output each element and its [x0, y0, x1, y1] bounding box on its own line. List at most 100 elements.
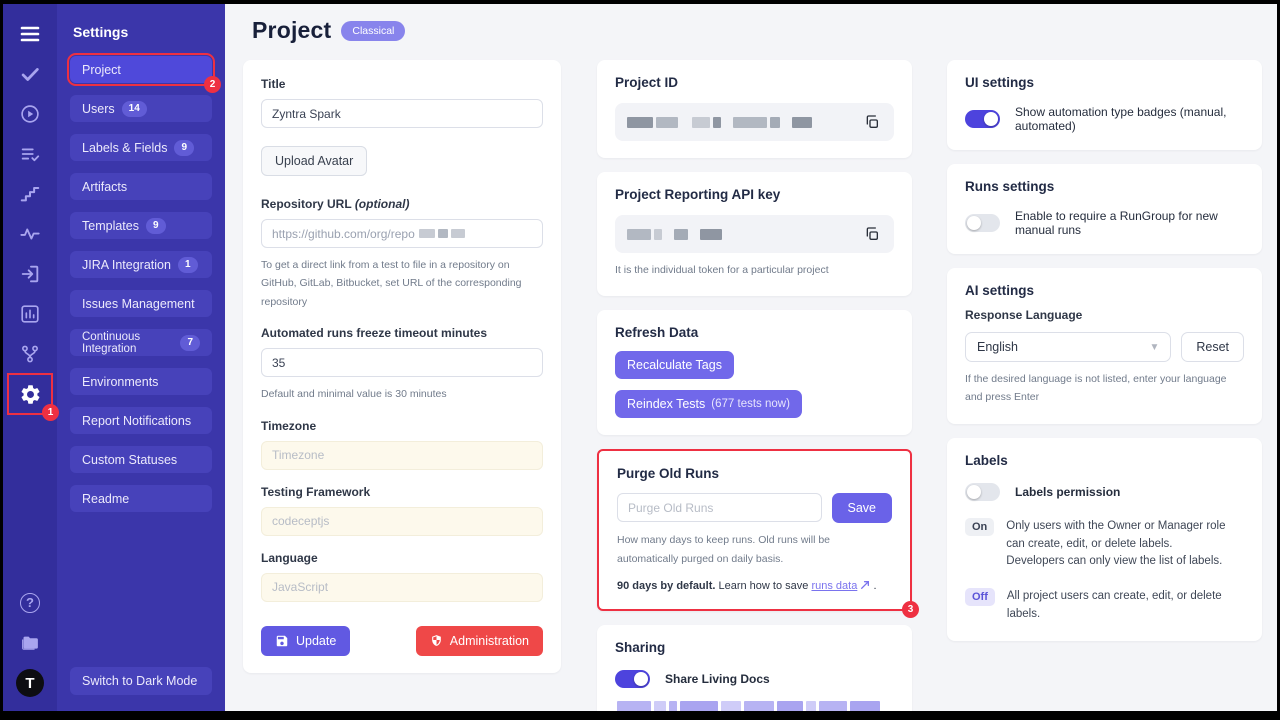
logo-letter: T — [16, 669, 44, 697]
copy-icon[interactable] — [862, 112, 882, 132]
repository-url-label: Repository URL (optional) — [261, 197, 410, 211]
sidebar-item-label: Report Notifications — [82, 413, 192, 428]
update-button[interactable]: Update — [261, 625, 351, 656]
project-id-field — [615, 103, 894, 141]
sidebar-item-label: Environments — [82, 374, 159, 389]
sidebar-item-count: 9 — [174, 139, 195, 156]
refresh-data-title: Refresh Data — [615, 325, 699, 341]
milestones-steps-icon[interactable] — [8, 174, 52, 214]
sidebar-item-report-notifications[interactable]: Report Notifications — [70, 407, 212, 434]
sidebar-item-count: 9 — [145, 217, 166, 234]
sidebar-item-label: Project — [82, 62, 121, 77]
rungroup-label: Enable to require a RunGroup for new man… — [1015, 209, 1218, 237]
freeze-timeout-help: Default and minimal value is 30 minutes — [261, 388, 447, 401]
analytics-chart-icon[interactable] — [8, 294, 52, 334]
labels-off-text: All project users can create, edit, or d… — [1006, 590, 1222, 620]
form-actions: Update Administration — [261, 625, 543, 656]
api-key-card: Project Reporting API key It is the indi… — [597, 172, 912, 297]
plans-checklist-icon[interactable] — [8, 134, 52, 174]
projects-folder-icon[interactable] — [8, 623, 52, 663]
redacted-text — [418, 229, 465, 238]
tests-check-icon[interactable] — [8, 54, 52, 94]
help-icon[interactable]: ? — [8, 583, 52, 623]
on-badge: On — [965, 517, 995, 536]
labels-title: Labels — [965, 452, 1008, 468]
annotation-badge-1: 1 — [42, 404, 59, 421]
automation-badges-row: Show automation type badges (manual, aut… — [965, 105, 1244, 133]
purge-save-button[interactable]: Save — [831, 493, 892, 524]
sidebar-item-project[interactable]: Project 2 — [67, 53, 221, 93]
recalculate-tags-button[interactable]: Recalculate Tags — [615, 351, 734, 380]
sidebar-item-artifacts[interactable]: Artifacts — [70, 173, 212, 200]
column-project-keys: Project ID Project Reporting API key — [597, 60, 919, 711]
switch-dark-mode-button[interactable]: Switch to Dark Mode — [70, 667, 212, 695]
project-id-card: Project ID — [597, 60, 912, 158]
sidebar-item-count: 1 — [177, 256, 198, 273]
external-link-icon — [861, 581, 870, 590]
testing-framework-input[interactable] — [261, 506, 543, 536]
response-language-label: Response Language — [965, 308, 1083, 322]
administration-button[interactable]: Administration — [415, 625, 543, 656]
title-input[interactable] — [261, 99, 543, 128]
share-living-docs-row: Share Living Docs — [615, 670, 894, 689]
hamburger-menu-icon[interactable] — [8, 14, 52, 54]
project-id-title: Project ID — [615, 75, 679, 90]
runs-data-link[interactable]: runs data — [811, 580, 858, 593]
settings-gear-icon[interactable]: 1 — [7, 373, 59, 421]
runs-play-circle-icon[interactable] — [8, 94, 52, 134]
branches-git-icon[interactable] — [8, 334, 52, 374]
upload-avatar-button[interactable]: Upload Avatar — [261, 146, 368, 176]
rungroup-row: Enable to require a RunGroup for new man… — [965, 209, 1244, 237]
annotation-badge-2: 2 — [204, 76, 221, 93]
response-language-select[interactable]: English ▼ — [965, 332, 1172, 362]
language-input[interactable] — [261, 572, 543, 602]
sidebar-title: Settings — [73, 24, 129, 40]
sidebar-item-continuous-integration[interactable]: Continuous Integration 7 — [70, 329, 212, 356]
sidebar-item-environments[interactable]: Environments — [70, 368, 212, 395]
share-living-docs-toggle[interactable] — [615, 670, 650, 689]
automation-badges-toggle[interactable] — [965, 110, 1000, 128]
column-project-form: Title Upload Avatar Repository URL (opti… — [243, 60, 561, 673]
sidebar-item-jira-integration[interactable]: JIRA Integration 1 — [70, 251, 212, 278]
share-living-docs-label: Share Living Docs — [665, 672, 770, 687]
purge-input-row: Save — [617, 493, 892, 524]
project-form-card: Title Upload Avatar Repository URL (opti… — [243, 60, 561, 673]
annotation-badge-3: 3 — [902, 601, 919, 619]
classical-badge: Classical — [341, 20, 406, 41]
freeze-timeout-label: Automated runs freeze timeout minutes — [261, 326, 488, 341]
labels-on-text: Only users with the Owner or Manager rol… — [1006, 519, 1226, 568]
sidebar-item-readme[interactable]: Readme — [70, 485, 212, 512]
purge-days-input[interactable] — [617, 493, 822, 523]
sidebar-item-custom-statuses[interactable]: Custom Statuses — [70, 446, 212, 473]
sidebar-item-label: Custom Statuses — [82, 452, 178, 467]
shield-icon — [431, 635, 441, 646]
reindex-note: (677 tests now) — [711, 398, 790, 411]
repository-url-input[interactable]: https://github.com/org/repo — [261, 219, 543, 248]
freeze-timeout-input[interactable] — [261, 348, 543, 378]
purge-old-runs-card: Purge Old Runs Save How many days to kee… — [597, 449, 919, 619]
labels-permission-toggle[interactable] — [965, 482, 1000, 501]
sidebar-item-count: 7 — [180, 334, 200, 351]
page-header: Project Classical — [252, 17, 406, 44]
labels-permission-row: Labels permission — [965, 482, 1244, 501]
reset-button[interactable]: Reset — [1181, 332, 1244, 362]
sidebar-item-labels-fields[interactable]: Labels & Fields 9 — [70, 134, 212, 161]
sidebar-item-issues-management[interactable]: Issues Management — [70, 290, 212, 317]
labels-card: Labels Labels permission On Only users w… — [947, 437, 1262, 641]
repository-url-help: To get a direct link from a test to file… — [261, 259, 522, 308]
rungroup-toggle[interactable] — [965, 214, 1000, 232]
sidebar-item-label: Users — [82, 101, 115, 116]
settings-sidebar: Settings Project 2 Users 14 Labels & Fie… — [57, 4, 225, 711]
copy-icon[interactable] — [862, 224, 882, 244]
pulse-activity-icon[interactable] — [8, 214, 52, 254]
ai-settings-help: If the desired language is not listed, e… — [965, 373, 1227, 404]
response-language-row: English ▼ Reset — [965, 332, 1244, 362]
sidebar-item-templates[interactable]: Templates 9 — [70, 212, 212, 239]
logo-avatar[interactable]: T — [8, 663, 52, 703]
sidebar-item-label: JIRA Integration — [82, 257, 171, 272]
redacted-project-id — [627, 116, 862, 128]
import-sign-in-icon[interactable] — [8, 254, 52, 294]
timezone-input[interactable] — [261, 440, 543, 470]
sidebar-item-users[interactable]: Users 14 — [70, 95, 212, 122]
reindex-tests-button[interactable]: Reindex Tests (677 tests now) — [615, 390, 802, 419]
